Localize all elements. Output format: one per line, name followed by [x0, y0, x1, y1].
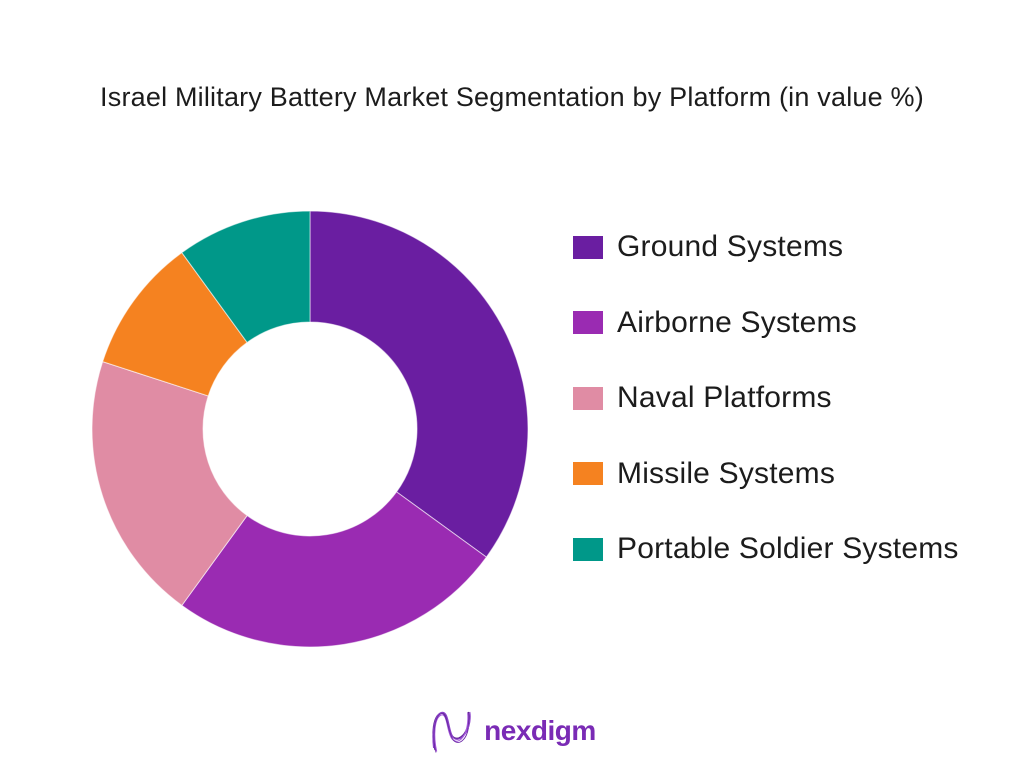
- legend-label: Naval Platforms: [617, 381, 832, 414]
- nexdigm-logo-icon: [432, 711, 471, 753]
- legend: Ground Systems Airborne Systems Naval Pl…: [573, 228, 959, 606]
- donut-chart: [92, 211, 528, 647]
- legend-item: Ground Systems: [573, 228, 959, 266]
- donut-slice-naval-platforms: [92, 360, 248, 607]
- chart-title: Israel Military Battery Market Segmentat…: [100, 82, 924, 112]
- legend-label: Ground Systems: [617, 230, 844, 263]
- legend-swatch-naval-platforms: [573, 386, 603, 410]
- legend-item: Missile Systems: [573, 455, 959, 493]
- donut-slice-portable-soldier-systems: [181, 211, 311, 344]
- legend-swatch-ground-systems: [573, 235, 603, 259]
- legend-label: Portable Soldier Systems: [617, 532, 959, 565]
- brand-wordmark: nexdigm: [484, 715, 596, 746]
- legend-swatch-airborne-systems: [573, 311, 603, 334]
- legend-label: Airborne Systems: [617, 305, 857, 339]
- donut-slice-airborne-systems: [181, 491, 488, 647]
- donut-slice-ground-systems: [309, 211, 528, 558]
- legend-item: Portable Soldier Systems: [573, 530, 959, 568]
- legend-swatch-portable-soldier-systems: [573, 537, 603, 561]
- legend-label: Missile Systems: [617, 456, 836, 490]
- legend-swatch-missile-systems: [573, 462, 603, 485]
- brand-footer: nexdigm: [428, 706, 596, 756]
- legend-item: Airborne Systems: [573, 304, 959, 342]
- legend-item: Naval Platforms: [573, 379, 959, 417]
